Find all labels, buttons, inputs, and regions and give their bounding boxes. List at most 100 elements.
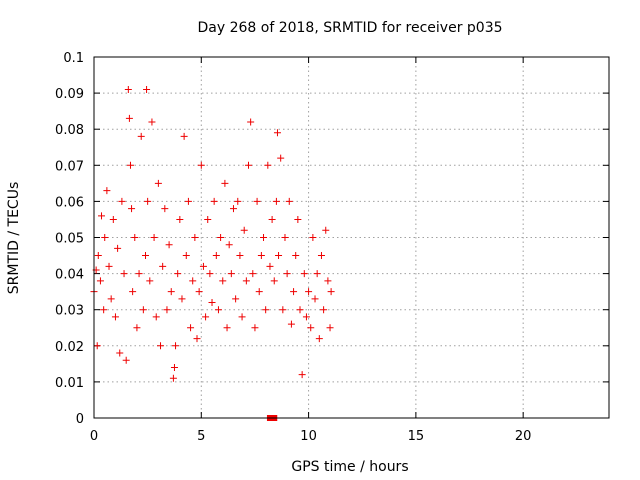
data-point [302, 313, 310, 321]
data-point [313, 270, 321, 278]
y-tick-label: 0.06 [55, 195, 84, 210]
data-point [214, 306, 222, 314]
data-point [167, 288, 175, 296]
data-point [122, 356, 130, 364]
data-point [317, 252, 325, 260]
data-point [137, 132, 145, 140]
data-point [195, 288, 203, 296]
x-tick-label: 10 [300, 429, 317, 444]
data-point [114, 244, 122, 252]
y-tick-label: 0.07 [55, 159, 84, 174]
data-point [184, 197, 192, 205]
data-point [120, 270, 128, 278]
data-point [287, 320, 295, 328]
data-point [238, 313, 246, 321]
y-tick-label: 0.08 [55, 123, 84, 138]
data-point [182, 252, 190, 260]
data-point [249, 270, 257, 278]
data-point [219, 277, 227, 285]
plot-frame [93, 56, 610, 419]
data-point [268, 215, 276, 223]
data-point [174, 270, 182, 278]
data-point [275, 252, 283, 260]
x-tick-label: 15 [408, 429, 425, 444]
chart-title: Day 268 of 2018, SRMTID for receiver p03… [197, 20, 502, 36]
data-point [277, 154, 285, 162]
y-tick-label: 0.01 [55, 376, 84, 391]
data-point [197, 161, 205, 169]
data-point [109, 215, 117, 223]
data-point [180, 132, 188, 140]
data-point [116, 349, 124, 357]
data-point [178, 295, 186, 303]
x-axis-title: GPS time / hours [291, 459, 408, 475]
x-tick-label: 5 [197, 429, 205, 444]
data-point [170, 363, 178, 371]
y-axis-title: SRMTID / TECUs [6, 182, 22, 295]
data-point [131, 234, 139, 241]
data-point [283, 270, 291, 278]
data-point [202, 313, 210, 321]
data-point [285, 197, 293, 205]
data-point [217, 234, 225, 241]
data-point [105, 262, 113, 270]
y-tick-label: 0.09 [55, 87, 84, 102]
data-point [270, 277, 278, 285]
data-point [98, 212, 106, 220]
data-point [251, 324, 259, 332]
data-point [234, 197, 242, 205]
data-point [100, 306, 108, 314]
data-point [210, 197, 218, 205]
data-point [272, 197, 280, 205]
data-point [126, 161, 134, 169]
data-point [327, 288, 335, 296]
y-tick-label: 0.03 [55, 304, 84, 319]
data-point [139, 306, 147, 314]
data-point [236, 252, 244, 260]
data-point [294, 215, 302, 223]
data-point [315, 335, 323, 343]
data-point [245, 161, 252, 169]
data-point [124, 85, 132, 93]
data-point [229, 205, 237, 213]
data-point [128, 205, 136, 213]
data-point [257, 252, 265, 260]
data-point [266, 262, 274, 270]
data-point [165, 241, 173, 249]
data-point [253, 197, 261, 205]
data-point [227, 270, 235, 278]
data-point [163, 306, 171, 314]
data-point [144, 197, 152, 205]
data-point [298, 371, 306, 379]
data-point [262, 306, 270, 314]
data-point [148, 118, 156, 126]
y-tick-label: 0.05 [55, 232, 84, 247]
data-point [326, 324, 334, 332]
data-point [322, 226, 330, 234]
data-point [264, 161, 272, 169]
data-point [311, 295, 319, 303]
data-point [225, 241, 233, 249]
data-point [146, 277, 154, 285]
data-point [279, 306, 287, 314]
data-point [320, 306, 328, 314]
data-point [255, 288, 263, 296]
data-point [296, 306, 304, 314]
data-point [309, 234, 317, 241]
data-point [204, 215, 212, 223]
data-point [187, 324, 195, 332]
axis-ticks: 0 0.01 0.02 0.03 0.04 0.05 0.06 0.07 0.08 0.09 0.1… [55, 51, 609, 444]
data-point [129, 288, 137, 296]
data-point [118, 197, 126, 205]
data-point [290, 288, 298, 296]
grid-lines [94, 57, 609, 418]
data-point [273, 129, 281, 137]
data-point [191, 234, 199, 241]
data-point [157, 342, 165, 350]
data-point [133, 324, 141, 332]
data-point [199, 262, 207, 270]
data-point [154, 179, 162, 187]
data-point [150, 234, 158, 241]
data-point [96, 277, 104, 285]
